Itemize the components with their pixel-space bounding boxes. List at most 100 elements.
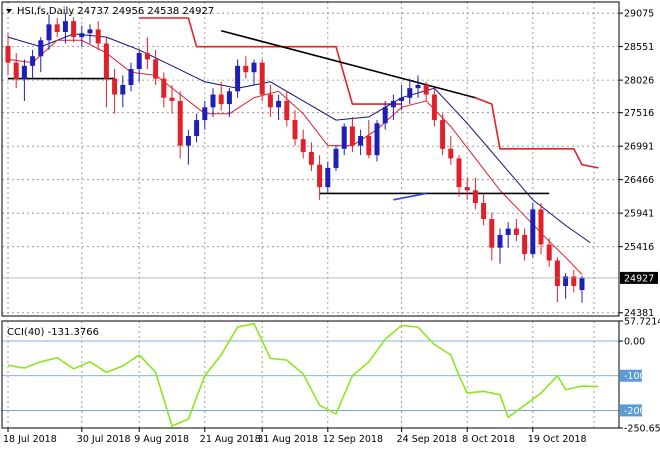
candle-body xyxy=(169,97,175,101)
price-tick-label: 26466 xyxy=(624,175,654,186)
candle-body xyxy=(226,91,232,105)
candle-body xyxy=(407,88,413,98)
candle-body xyxy=(366,136,372,156)
candle-body xyxy=(202,107,208,121)
price-axis: 29075 28551 28026 27516 26991 26466 25941 25416… xyxy=(619,9,658,319)
candle-body xyxy=(30,56,36,66)
stop-line xyxy=(475,96,599,169)
candle-body xyxy=(267,94,273,108)
candle-body xyxy=(382,107,388,124)
candle-body xyxy=(358,136,364,146)
time-axis: 18 Jul 2018 30 Jul 2018 9 Aug 2018 21 Aug 2… xyxy=(3,428,587,445)
price-tick-label: 25941 xyxy=(624,209,654,220)
price-tick-label: 25416 xyxy=(624,242,654,253)
candle-body xyxy=(210,94,216,108)
candle-body xyxy=(5,46,11,63)
candle-body xyxy=(136,53,142,70)
candle-body xyxy=(144,53,150,60)
price-tick-label: 28551 xyxy=(624,42,654,53)
cci-axis: 57.7214 0.00 -100 -200 -250.650 xyxy=(619,317,660,435)
cci-tick-label: -200 xyxy=(624,406,646,417)
candle-body xyxy=(300,139,306,152)
candle-body xyxy=(292,120,298,140)
candle-body xyxy=(259,62,265,95)
cci-tick-label: 0.00 xyxy=(624,337,645,348)
candle-body xyxy=(276,100,282,108)
candle-body xyxy=(399,97,405,101)
price-tick-label: 29075 xyxy=(624,9,654,20)
candle-body xyxy=(112,78,118,95)
cci-line xyxy=(7,322,599,428)
cci-header: CCI(40) -131.3766 xyxy=(7,327,99,338)
candle-body xyxy=(374,123,380,156)
stop-line xyxy=(139,17,402,105)
current-price-label: 24927 xyxy=(624,273,654,284)
candle-body xyxy=(87,29,93,34)
price-tick-label: 27516 xyxy=(624,108,654,119)
candle-body xyxy=(497,234,503,248)
candle-body xyxy=(161,78,167,98)
candle-body xyxy=(456,158,462,188)
candle-body xyxy=(251,62,257,73)
candle-body xyxy=(46,24,52,41)
candle-body xyxy=(325,167,331,188)
trendline xyxy=(393,192,427,201)
candle-body xyxy=(415,84,421,89)
cci-tick-label: 57.7214 xyxy=(624,317,660,328)
candle-body xyxy=(472,190,478,204)
candle-body xyxy=(579,277,585,291)
candle-body xyxy=(554,260,560,287)
candle-body xyxy=(308,151,314,165)
candle-body xyxy=(481,203,487,219)
candle-body xyxy=(185,136,191,146)
candle-body xyxy=(38,40,44,57)
ma-slow-line xyxy=(7,33,591,244)
cci-level-box xyxy=(620,404,642,417)
cci-panel xyxy=(2,322,619,428)
candle-body xyxy=(538,209,544,245)
candle-body xyxy=(448,148,454,159)
time-tick-label: 30 Jul 2018 xyxy=(77,434,131,445)
candle-body xyxy=(153,59,159,79)
grid xyxy=(2,2,619,428)
candle-body xyxy=(341,126,347,149)
candle-body xyxy=(546,244,552,261)
symbol-header: HSI,fs,Daily 24737 24956 24538 24927 xyxy=(17,6,214,17)
time-tick-label: 21 Aug 2018 xyxy=(200,434,261,445)
candle-body xyxy=(120,84,126,95)
time-tick-label: 8 Oct 2018 xyxy=(462,434,515,445)
collapse-triangle-icon[interactable] xyxy=(6,9,12,13)
candle-body xyxy=(194,120,200,137)
candle-body xyxy=(489,218,495,248)
price-panel xyxy=(2,12,619,303)
cci-tick-label: -250.650 xyxy=(624,424,660,435)
candle-body xyxy=(440,120,446,149)
candle-body xyxy=(505,228,511,235)
candle-body xyxy=(54,24,60,32)
candle-body xyxy=(513,228,519,235)
candle-body xyxy=(333,148,339,168)
candle-body xyxy=(95,29,101,44)
candle-body xyxy=(390,100,396,108)
time-tick-label: 19 Oct 2018 xyxy=(528,434,587,445)
time-tick-label: 9 Aug 2018 xyxy=(134,434,189,445)
candle-body xyxy=(177,100,183,146)
candle-body xyxy=(128,69,134,85)
time-tick-label: 18 Jul 2018 xyxy=(3,434,57,445)
price-tick-label: 28026 xyxy=(624,76,654,87)
candle-body xyxy=(522,234,528,255)
cci-level-box xyxy=(620,369,642,382)
trendline xyxy=(220,29,476,99)
current-price-box xyxy=(620,271,658,284)
cci-tick-label: -100 xyxy=(624,371,646,382)
candle-body xyxy=(464,187,470,191)
candle-body xyxy=(13,62,19,80)
time-tick-label: 12 Sep 2018 xyxy=(323,434,383,445)
candle-body xyxy=(563,276,569,287)
time-tick-label: 24 Sep 2018 xyxy=(397,434,457,445)
cci-panel-frame xyxy=(1,320,620,429)
candle-body xyxy=(71,21,77,38)
candle-body xyxy=(103,43,109,79)
